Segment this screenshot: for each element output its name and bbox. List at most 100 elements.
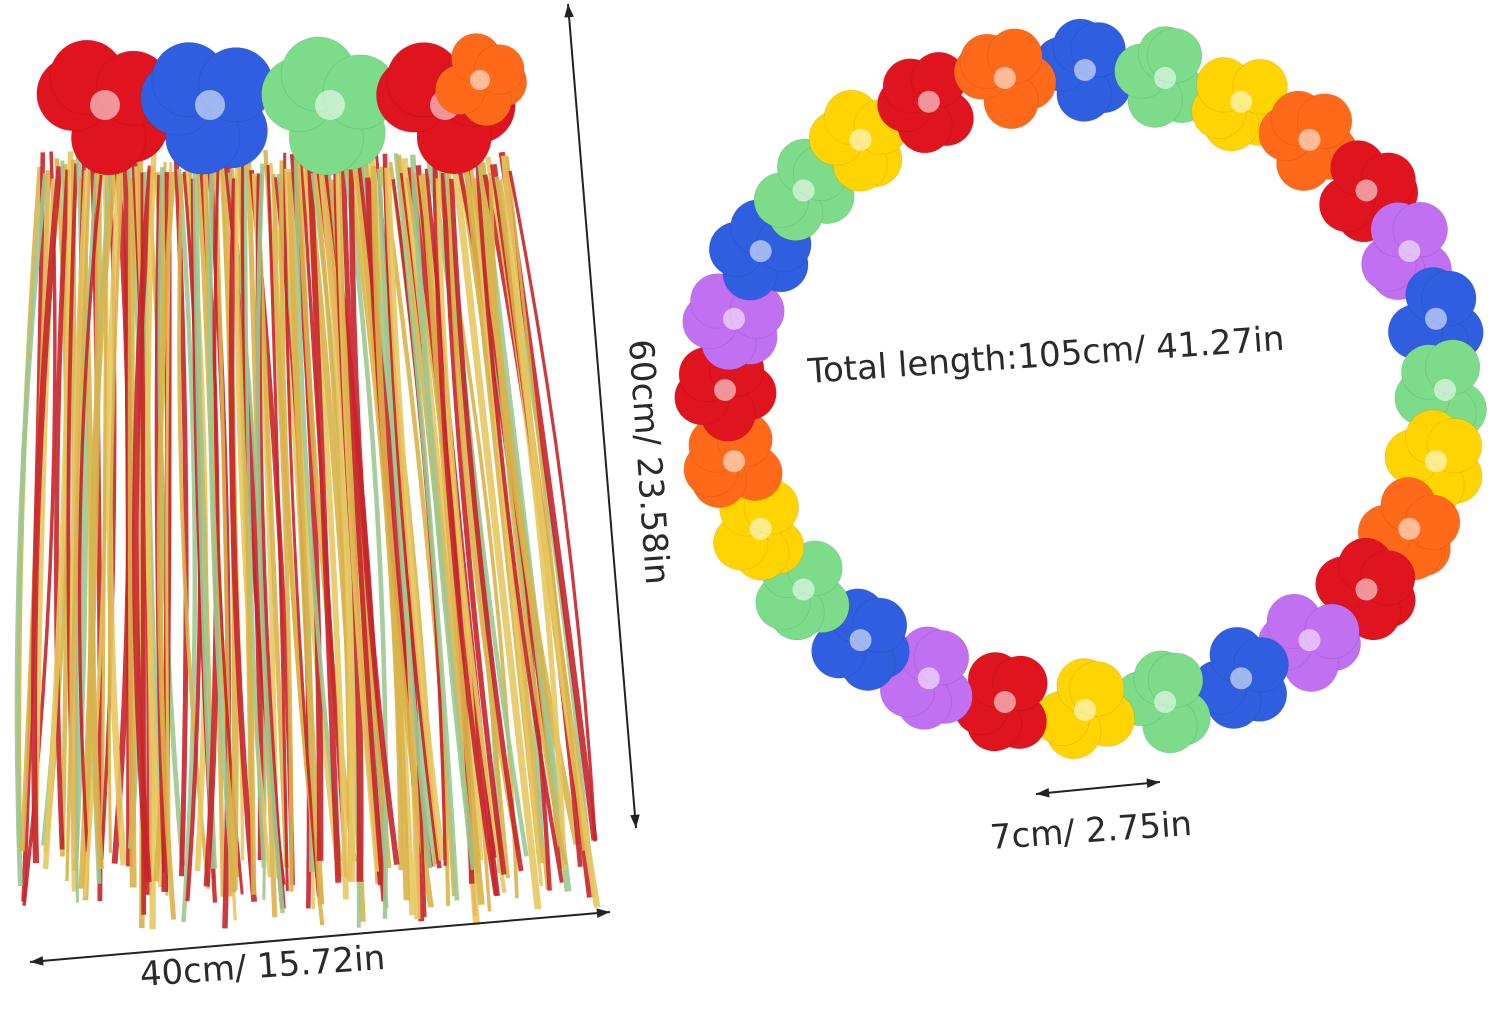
waistband-flower — [140, 41, 274, 175]
skirt-strand — [488, 172, 568, 865]
flower-center — [90, 90, 120, 120]
flower-center — [792, 578, 815, 601]
lei-flower-size-arrow — [1035, 778, 1161, 798]
skirt-strand — [370, 166, 434, 908]
waistband-flower — [435, 33, 528, 127]
flower-center — [714, 379, 736, 401]
skirt-strand — [335, 154, 380, 872]
skirt-strand — [69, 170, 91, 892]
lei-flower — [877, 51, 975, 154]
skirt-strand — [207, 151, 237, 893]
flower-center — [1355, 578, 1378, 601]
flower-center — [1424, 450, 1447, 473]
skirt-strand — [384, 167, 446, 861]
skirt-strand — [255, 163, 285, 914]
flower-center — [792, 179, 815, 202]
flower-center — [723, 307, 746, 330]
skirt-strand — [14, 173, 49, 887]
skirt-strand — [306, 153, 342, 883]
skirt-width-arrow — [29, 908, 611, 966]
skirt-strand — [65, 160, 92, 882]
skirt-strand — [379, 166, 457, 897]
flower-center — [723, 450, 746, 473]
flower-center — [917, 667, 940, 690]
skirt-strand — [293, 150, 343, 862]
skirt-waistband-flowers — [36, 33, 528, 176]
lei-flower — [1258, 90, 1358, 192]
hula-grass-skirt — [14, 149, 601, 930]
lei-flower — [713, 479, 805, 581]
skirt-strand — [432, 150, 499, 896]
flower-center — [195, 90, 225, 120]
flower-center — [993, 67, 1016, 90]
lei-flower — [879, 626, 973, 730]
skirt-strand — [156, 171, 177, 920]
skirt-strand — [449, 178, 524, 872]
skirt-strand — [343, 167, 389, 919]
skirt-strand — [505, 156, 586, 851]
skirt-strand — [89, 163, 119, 870]
skirt-strand — [228, 178, 258, 902]
arrow-head — [1036, 787, 1050, 798]
flower-center — [749, 517, 772, 540]
skirt-strand — [317, 159, 356, 883]
skirt-strand — [469, 164, 544, 887]
arrow-head — [1146, 778, 1160, 789]
skirt-strand — [508, 170, 597, 842]
flower-center — [315, 90, 345, 120]
skirt-strand — [54, 169, 71, 850]
lei-flower — [755, 540, 850, 641]
skirt-strand — [287, 171, 325, 905]
lei-flower — [1257, 593, 1362, 693]
skirt-strand — [266, 164, 289, 892]
skirt-strand — [177, 174, 211, 890]
lei-flower — [1191, 626, 1289, 730]
flower-center — [1355, 179, 1378, 202]
skirt-strand — [420, 173, 485, 905]
skirt-strand — [42, 151, 74, 870]
flower-center — [1074, 59, 1096, 81]
flower-lei — [674, 18, 1488, 760]
flower-center — [849, 629, 872, 652]
skirt-strand — [393, 153, 460, 901]
skirt-strand — [127, 177, 137, 888]
skirt-strand — [77, 174, 103, 852]
flower-center — [917, 90, 940, 113]
arrow-head — [596, 908, 610, 918]
arrow-head — [564, 4, 574, 18]
skirt-strand — [446, 168, 520, 851]
flower-center — [1434, 379, 1456, 401]
arrow-head — [630, 814, 640, 828]
skirt-strand — [107, 152, 125, 854]
skirt-strand — [409, 154, 477, 871]
flower-center — [1398, 240, 1421, 263]
arrow-line — [29, 911, 611, 963]
arrow-line — [567, 3, 637, 829]
lei-flower — [811, 588, 910, 692]
flower-center — [1298, 629, 1321, 652]
lei-flower — [682, 273, 785, 371]
skirt-strand — [213, 157, 233, 897]
flower-center — [749, 240, 772, 263]
flower-center — [1398, 517, 1421, 540]
skirt-strand — [90, 163, 103, 902]
skirt-strand — [243, 159, 266, 868]
flower-center — [1298, 128, 1321, 151]
skirt-height-arrow — [564, 3, 640, 829]
flower-center — [1230, 90, 1253, 113]
arrow-head — [30, 956, 44, 966]
lei-flower — [708, 199, 812, 301]
skirt-strand — [176, 168, 198, 923]
lei-flower — [953, 28, 1057, 130]
lei-flower — [1315, 537, 1416, 641]
flower-center — [1230, 667, 1253, 690]
flower-center — [1074, 699, 1096, 721]
flower-center — [1424, 307, 1447, 330]
skirt-strand — [157, 167, 186, 867]
skirt-strand — [340, 152, 387, 902]
skirt-strand — [440, 172, 507, 875]
lei-flower — [1384, 409, 1483, 514]
dimension-arrows — [29, 3, 1161, 966]
skirt-strand — [450, 157, 542, 910]
